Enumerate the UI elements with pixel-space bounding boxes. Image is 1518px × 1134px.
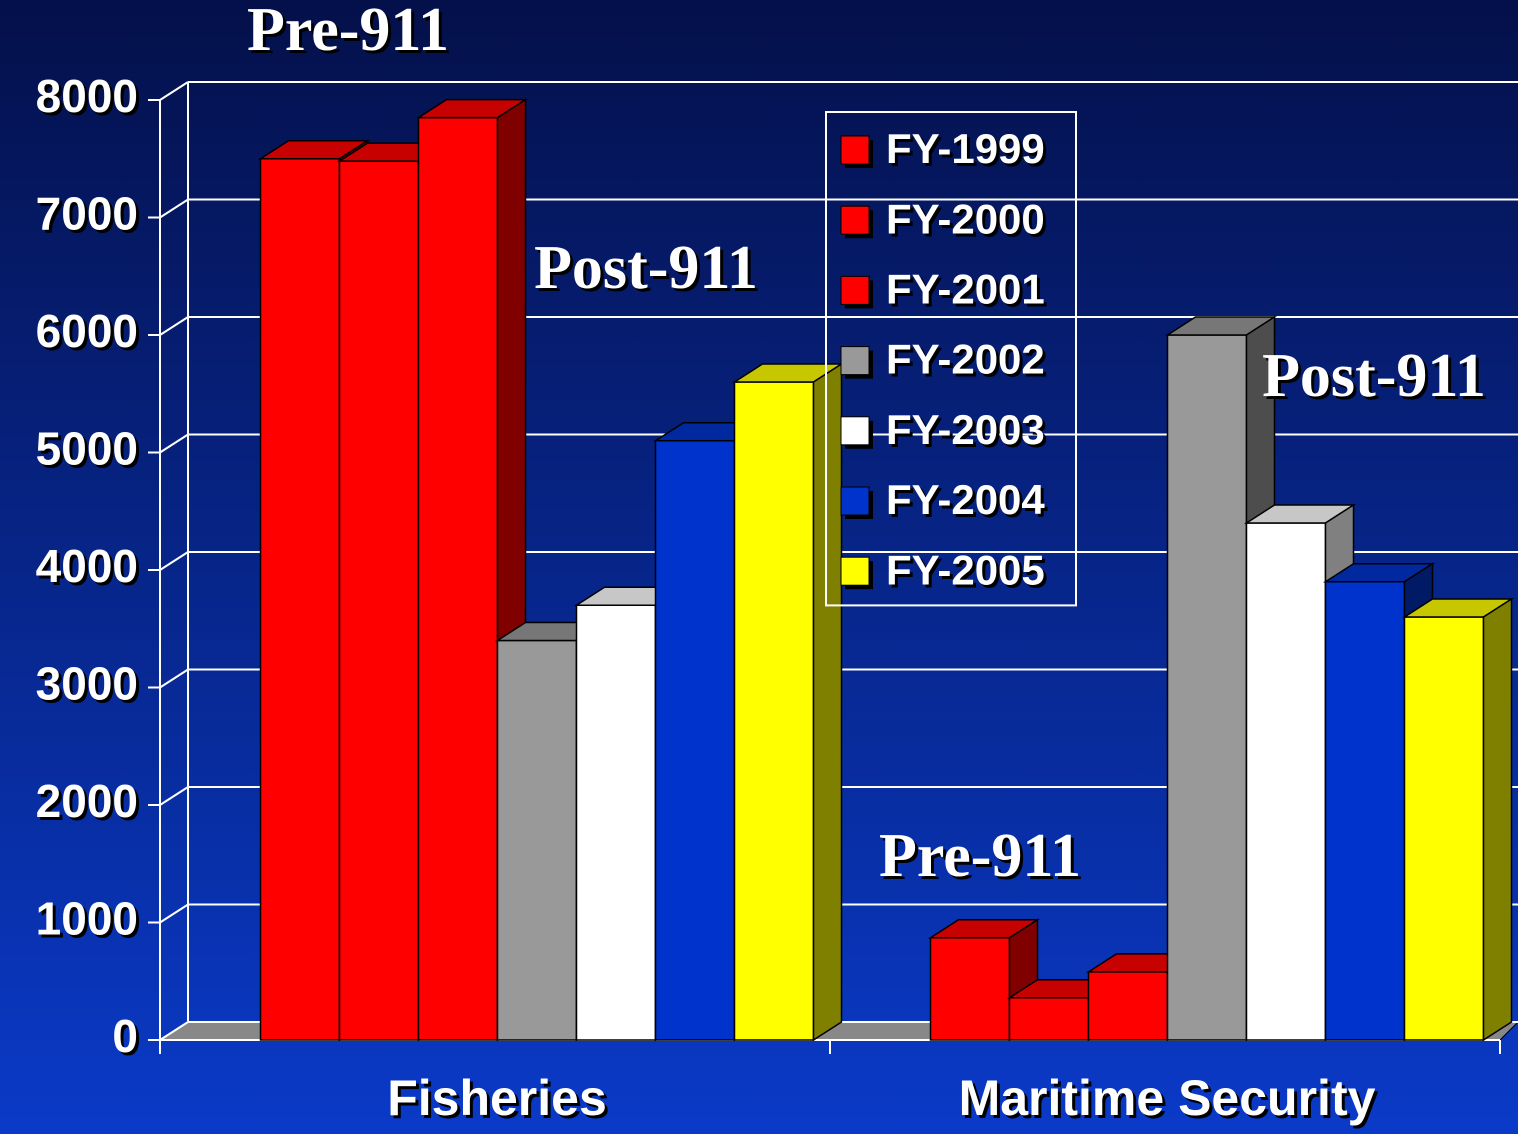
- legend-label: FY-2000: [886, 195, 1045, 242]
- bar-front: [1245, 522, 1327, 1041]
- grid-line-side: [159, 668, 189, 689]
- grid-line-side: [159, 903, 189, 924]
- legend-swatch: [840, 416, 870, 446]
- grid-line-side: [159, 433, 189, 454]
- bar-front: [733, 381, 815, 1041]
- legend-label: FY-1999: [886, 125, 1045, 172]
- bar-front: [338, 160, 420, 1041]
- y-tick-label: 8000: [36, 70, 138, 122]
- bar-front: [259, 158, 341, 1041]
- grid-line-side: [159, 1021, 189, 1041]
- annotation: Pre-911: [879, 822, 1081, 890]
- grid-line-side: [159, 198, 189, 219]
- grid-line-side: [159, 81, 189, 101]
- y-tick-label: 6000: [36, 305, 138, 357]
- legend-label: FY-2005: [886, 546, 1045, 593]
- legend-swatch: [840, 135, 870, 165]
- annotation: Pre-911: [247, 0, 449, 64]
- x-tick-label: Fisheries: [387, 1070, 607, 1126]
- legend-swatch: [840, 346, 870, 376]
- y-tick-label: 0: [112, 1010, 138, 1062]
- bar-front: [1166, 334, 1248, 1041]
- annotation: Post-911: [534, 234, 758, 302]
- bar-front: [496, 639, 578, 1041]
- legend-swatch: [840, 275, 870, 305]
- bar-front: [1087, 971, 1169, 1041]
- annotation: Post-911: [1262, 342, 1486, 410]
- legend-swatch: [840, 556, 870, 586]
- y-tick-label: 3000: [36, 658, 138, 710]
- legend-label: FY-2002: [886, 336, 1045, 383]
- legend-label: FY-2001: [886, 265, 1045, 312]
- grid-line-side: [159, 316, 189, 336]
- legend-swatch: [840, 486, 870, 516]
- legend-label: FY-2004: [886, 476, 1045, 523]
- bar-front: [654, 440, 736, 1041]
- grid-line-side: [159, 786, 189, 806]
- y-tick-label: 7000: [36, 188, 138, 240]
- bar-side: [1482, 597, 1513, 1042]
- bar-front: [1403, 616, 1485, 1041]
- bar-front: [1008, 996, 1090, 1041]
- grid-line-side: [159, 551, 189, 571]
- legend-label: FY-2003: [886, 406, 1045, 453]
- bar-front: [417, 116, 499, 1041]
- y-tick-label: 5000: [36, 423, 138, 475]
- legend-box: [825, 111, 1077, 607]
- bar-front: [575, 604, 657, 1041]
- x-tick-label: Maritime Security: [959, 1070, 1376, 1126]
- bar-front: [929, 937, 1011, 1041]
- y-tick-label: 1000: [36, 893, 138, 945]
- y-tick-label: 2000: [36, 775, 138, 827]
- legend-swatch: [840, 205, 870, 235]
- bar-side: [812, 362, 843, 1042]
- y-tick-label: 4000: [36, 540, 138, 592]
- bar-front: [1324, 581, 1406, 1041]
